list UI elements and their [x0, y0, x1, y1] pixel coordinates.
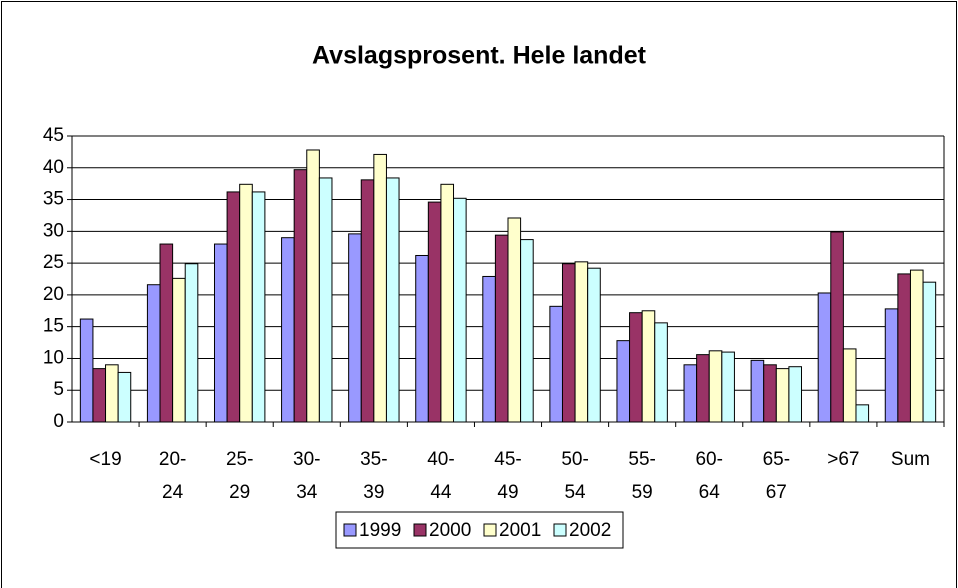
legend-swatch: [553, 523, 567, 537]
x-tick-label: 50-54: [561, 449, 589, 503]
x-tick-label: 60-64: [695, 449, 723, 503]
bar: [92, 368, 107, 423]
bar: [788, 366, 803, 423]
y-tick-label: 40: [43, 157, 64, 178]
bar: [696, 354, 710, 423]
chart-title: Avslagsprosent. Hele landet: [312, 42, 647, 70]
bar: [909, 269, 924, 423]
x-tick-label: 55-59: [628, 449, 656, 503]
x-tick-label: 35-39: [360, 449, 388, 503]
legend-swatch: [413, 523, 427, 537]
x-tick-label: <19: [89, 449, 122, 470]
bar: [373, 153, 387, 423]
bar: [251, 191, 266, 423]
x-tick-label: 65-67: [762, 449, 791, 503]
bar: [318, 177, 333, 423]
bar: [427, 201, 442, 423]
x-tick-label: >67: [827, 449, 860, 470]
bar: [172, 277, 186, 423]
y-tick-label: 5: [53, 379, 64, 400]
bar: [507, 217, 522, 423]
bar: [146, 284, 161, 423]
bar: [239, 183, 253, 423]
bar: [830, 231, 844, 423]
bar: [415, 254, 429, 423]
bar: [440, 183, 455, 423]
bar: [641, 310, 656, 423]
bar: [750, 359, 765, 423]
bar: [184, 263, 199, 423]
bar: [922, 281, 937, 423]
bar: [897, 273, 911, 423]
legend-label: 1999: [359, 520, 401, 541]
bar: [763, 364, 777, 423]
bar: [842, 348, 857, 423]
bar: [683, 364, 698, 423]
bar: [549, 305, 563, 423]
bar: [482, 275, 496, 423]
bar: [721, 351, 735, 423]
legend-label: 2001: [499, 520, 541, 541]
legend: [335, 511, 624, 549]
legend-label: 2002: [569, 520, 611, 541]
y-tick-label: 25: [43, 252, 64, 273]
bar: [574, 261, 589, 423]
legend-swatch: [343, 523, 357, 537]
bar: [453, 197, 467, 423]
x-tick-label: 40-44: [427, 449, 455, 503]
x-tick-label: Sum: [890, 449, 930, 470]
y-tick-label: 35: [43, 189, 64, 210]
bar: [775, 368, 790, 423]
y-tick-label: 15: [43, 316, 64, 337]
bar: [855, 404, 870, 423]
bar: [654, 322, 668, 423]
y-tick-label: 45: [43, 125, 64, 146]
bar: [281, 237, 295, 423]
bar: [494, 234, 509, 423]
bar: [159, 243, 174, 423]
bar: [117, 371, 132, 423]
bar: [79, 318, 94, 423]
legend-label: 2000: [429, 520, 471, 541]
bar: [293, 169, 308, 423]
x-tick-label: 25-29: [225, 449, 254, 503]
x-tick-label: 45-49: [494, 449, 522, 503]
bar: [884, 308, 899, 423]
bar: [587, 267, 601, 423]
y-tick-label: 20: [43, 284, 64, 305]
bar: [520, 239, 534, 423]
bar: [629, 312, 643, 423]
bar: [105, 364, 119, 423]
y-tick-label: 0: [53, 411, 64, 432]
y-tick-label: 30: [43, 220, 64, 241]
bar: [708, 350, 723, 423]
bar: [385, 177, 400, 423]
bar: [306, 149, 320, 423]
bar: [226, 191, 241, 423]
bar: [817, 292, 832, 423]
legend-swatch: [483, 523, 497, 537]
x-tick-label: 20-24: [158, 449, 187, 503]
y-tick-label: 10: [43, 347, 64, 368]
bar: [348, 233, 362, 423]
x-tick-label: 30-34: [293, 449, 321, 503]
bar: [360, 179, 375, 423]
bar: [213, 243, 228, 423]
bar: [561, 263, 576, 423]
bar: [616, 340, 631, 423]
